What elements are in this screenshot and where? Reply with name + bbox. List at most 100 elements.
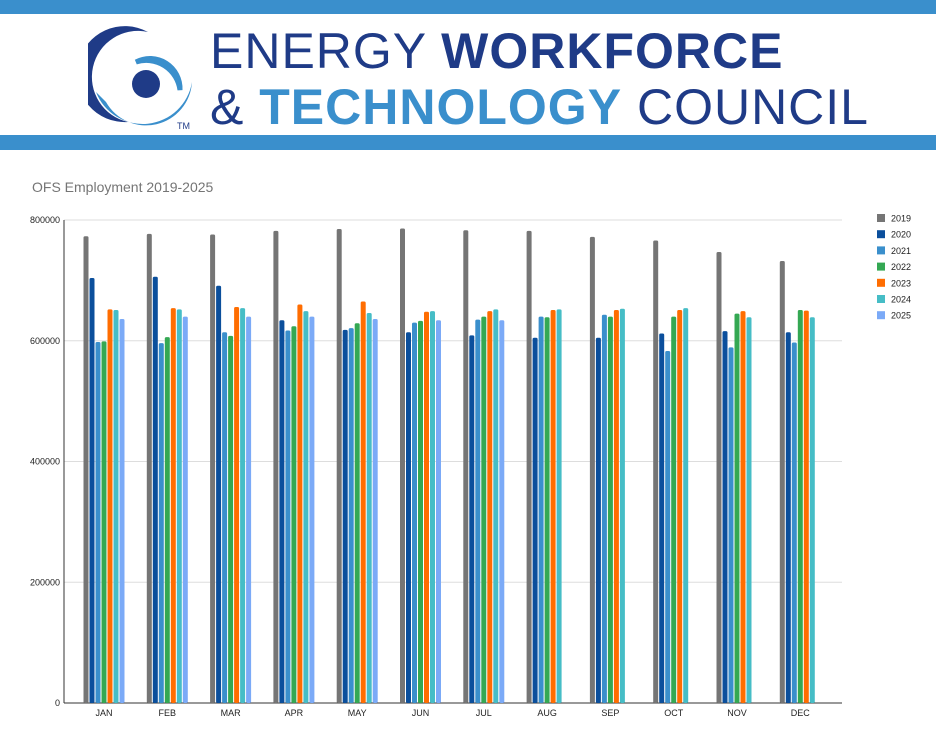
bar-2025-jan (119, 319, 125, 703)
legend-label-2020: 2020 (891, 230, 911, 240)
x-tick-label: MAY (348, 708, 367, 718)
x-tick-label: JAN (95, 708, 112, 718)
bar-2024-jul (493, 309, 499, 703)
bar-2024-mar (240, 308, 246, 703)
bar-2023-sep (613, 309, 619, 703)
bar-2020-dec (785, 332, 791, 703)
bar-2024-nov (746, 317, 752, 703)
bar-2021-jul (475, 319, 481, 703)
bar-2022-dec (797, 309, 803, 703)
bar-2025-mar (246, 316, 252, 703)
bar-2019-nov (716, 251, 722, 703)
bar-2024-jan (113, 309, 119, 703)
bar-2022-jun (418, 320, 423, 703)
y-tick-label: 800000 (30, 215, 60, 225)
bar-2019-dec (779, 261, 785, 703)
org-word-technology: TECHNOLOGY (259, 79, 623, 135)
legend-label-2025: 2025 (891, 311, 911, 321)
x-tick-label: SEP (601, 708, 619, 718)
legend-label-2024: 2024 (891, 295, 911, 305)
header-band-bottom (0, 135, 936, 150)
bar-2021-mar (222, 332, 228, 703)
bar-2025-jun (436, 320, 441, 703)
bar-2025-feb (182, 316, 188, 703)
bar-2022-nov (734, 313, 740, 703)
bar-2020-feb (152, 276, 158, 703)
bar-2023-jan (107, 309, 113, 703)
bar-2021-feb (158, 343, 164, 703)
bar-2022-aug (544, 317, 550, 703)
chart-title: OFS Employment 2019-2025 (32, 179, 214, 195)
x-tick-label: APR (285, 708, 304, 718)
bar-2020-jun (406, 332, 411, 703)
org-name-line1: ENERGY WORKFORCE (210, 26, 783, 76)
x-tick-label: NOV (727, 708, 747, 718)
bar-2024-may (366, 312, 372, 703)
org-word-amp: & (210, 79, 245, 135)
bar-2025-apr (309, 316, 315, 703)
bar-2022-may (354, 323, 360, 703)
x-tick-label: OCT (664, 708, 684, 718)
bar-2022-jan (101, 341, 107, 703)
bar-2019-sep (589, 236, 595, 703)
header-band-top (0, 0, 936, 14)
legend-swatch-2019 (877, 214, 885, 222)
bar-2021-may (348, 328, 354, 703)
x-tick-label: DEC (791, 708, 811, 718)
bar-2022-jul (481, 316, 487, 703)
bar-2023-aug (550, 309, 556, 703)
bar-2024-jun (430, 311, 435, 703)
bar-2019-feb (146, 233, 152, 704)
bar-2022-apr (291, 326, 297, 703)
bar-2019-jun (400, 228, 405, 703)
legend-swatch-2025 (877, 311, 885, 320)
bar-2020-may (342, 329, 348, 703)
legend-swatch-2022 (877, 262, 885, 271)
legend-label-2019: 2019 (891, 214, 911, 224)
bar-2023-feb (170, 308, 176, 703)
bar-2020-nov (722, 331, 728, 703)
legend-label-2021: 2021 (891, 246, 911, 256)
trademark: TM (177, 121, 190, 131)
bar-2023-nov (740, 311, 746, 703)
bar-2021-jun (412, 322, 417, 703)
bar-2019-may (336, 229, 342, 703)
bar-2022-mar (228, 335, 234, 703)
bar-2019-mar (210, 234, 216, 704)
x-tick-label: JUL (476, 708, 492, 718)
x-tick-label: AUG (537, 708, 557, 718)
bar-2024-aug (556, 309, 562, 703)
y-tick-label: 400000 (30, 457, 60, 467)
bar-2024-oct (683, 308, 689, 703)
bar-2019-jan (83, 236, 89, 703)
bar-2020-sep (595, 337, 601, 703)
bar-2024-dec (809, 317, 815, 703)
bar-2021-nov (728, 347, 734, 703)
bar-2020-aug (532, 337, 538, 703)
bar-2021-dec (791, 342, 797, 703)
bar-2022-sep (607, 316, 613, 703)
bar-2024-feb (176, 309, 182, 703)
bar-2021-sep (601, 314, 607, 703)
bar-2020-apr (279, 320, 285, 703)
legend-swatch-2024 (877, 295, 885, 303)
bar-2022-oct (671, 316, 677, 703)
bar-2019-apr (273, 230, 279, 703)
y-tick-label: 0 (55, 698, 60, 708)
bar-2023-apr (297, 304, 303, 703)
org-name-line2: & TECHNOLOGY COUNCIL (210, 82, 869, 132)
x-tick-label: FEB (159, 708, 177, 718)
org-word-council: COUNCIL (636, 79, 869, 135)
bar-2020-oct (659, 333, 665, 703)
bar-2024-apr (303, 311, 309, 703)
legend-label-2022: 2022 (891, 262, 911, 272)
bar-2021-aug (538, 316, 544, 703)
bar-2023-dec (803, 310, 809, 703)
bar-2020-mar (216, 285, 222, 703)
bar-2019-jul (463, 230, 469, 704)
bar-2023-jul (487, 311, 493, 703)
bar-2023-mar (234, 306, 240, 703)
bar-2025-jul (499, 320, 505, 703)
legend-swatch-2021 (877, 246, 885, 255)
